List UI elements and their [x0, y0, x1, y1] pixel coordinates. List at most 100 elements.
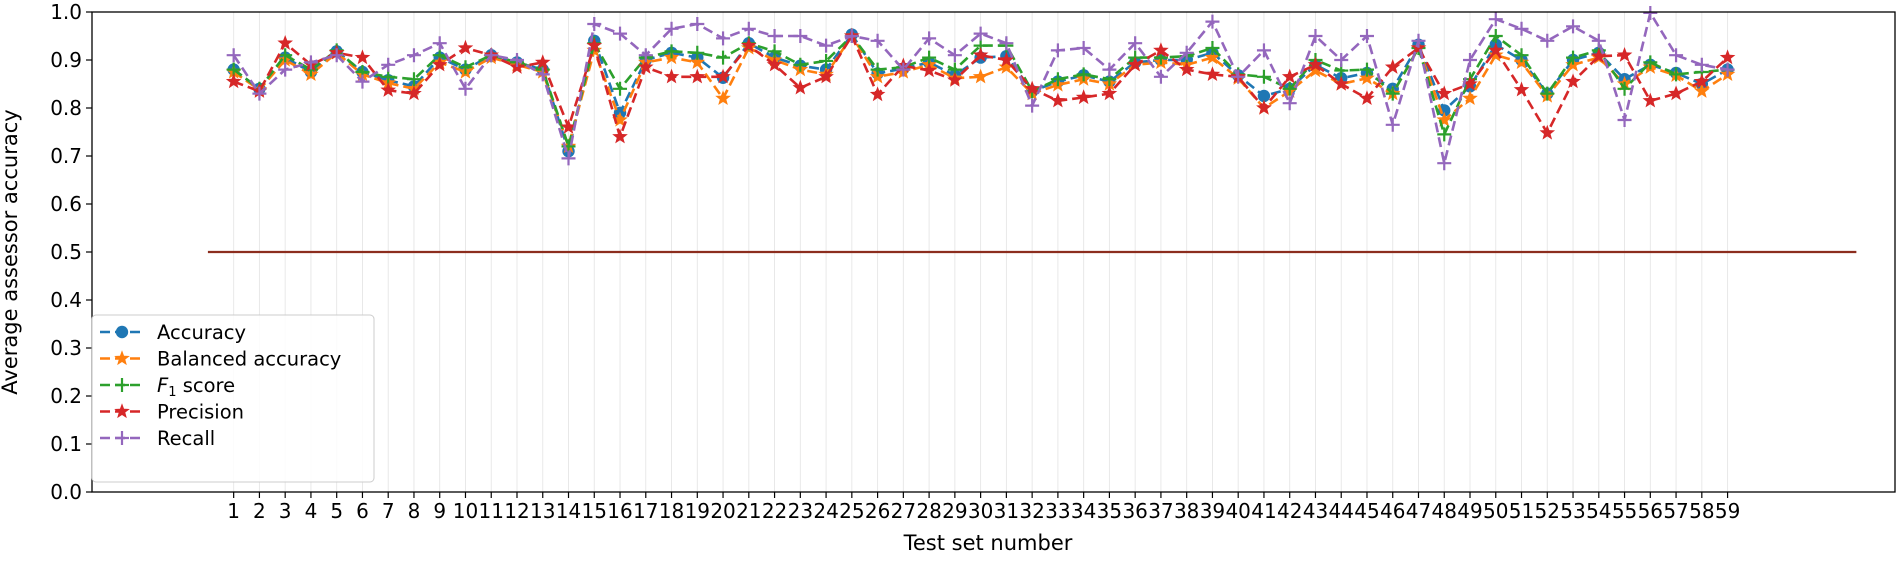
data-point	[716, 50, 731, 65]
data-point	[1514, 21, 1529, 36]
data-point	[1050, 72, 1065, 87]
data-point	[1204, 66, 1221, 82]
data-point	[689, 54, 706, 70]
legend-marker	[115, 325, 129, 339]
data-point	[1694, 73, 1710, 89]
x-tick-label: 31	[994, 499, 1019, 523]
data-point	[432, 36, 447, 51]
data-point	[1256, 99, 1272, 115]
data-point	[1643, 5, 1658, 20]
data-point	[947, 48, 962, 63]
y-tick-label: 0.8	[50, 96, 82, 120]
x-axis-label: Test set number	[903, 531, 1073, 555]
x-tick-label: 58	[1689, 499, 1714, 523]
x-tick-label: 25	[839, 499, 864, 523]
data-point	[431, 56, 448, 72]
x-tick-label: 56	[1638, 499, 1663, 523]
x-tick-label: 36	[1122, 499, 1147, 523]
x-tick-label: 10	[453, 499, 478, 523]
data-point	[1462, 90, 1478, 106]
data-point	[870, 33, 885, 48]
data-point	[1282, 96, 1297, 111]
data-point	[1384, 59, 1401, 74]
data-point	[484, 48, 499, 63]
data-point	[1076, 41, 1091, 55]
data-point	[767, 29, 782, 43]
data-point	[1308, 29, 1323, 43]
data-point	[406, 72, 421, 87]
data-point	[767, 44, 782, 59]
x-axis: 1 2 3 4 5 6 7 8 9 10 11 12 13 14 15 16 17 18 19 20 21 22 23 24 2…	[227, 492, 1740, 523]
data-point	[1102, 62, 1117, 77]
x-tick-label: 28	[916, 499, 941, 523]
legend-label: Accuracy	[157, 321, 246, 344]
y-tick-label: 0.6	[50, 192, 82, 216]
y-tick-label: 0.7	[50, 144, 82, 168]
data-point	[922, 31, 937, 46]
data-point	[689, 68, 706, 84]
legend-marker	[114, 350, 130, 366]
x-tick-label: 13	[530, 499, 555, 523]
data-point	[1024, 80, 1040, 96]
data-point	[1307, 56, 1324, 72]
data-point	[947, 71, 963, 87]
x-tick-label: 14	[556, 499, 581, 523]
data-point	[715, 68, 731, 84]
data-point	[1128, 36, 1143, 51]
data-point	[535, 67, 550, 82]
x-tick-label: 49	[1457, 499, 1482, 523]
data-point	[561, 151, 576, 166]
data-point	[1436, 111, 1453, 127]
legend-entry: Accuracy	[100, 321, 246, 344]
data-point	[792, 79, 809, 95]
x-tick-label: 40	[1225, 499, 1250, 523]
data-point	[1359, 70, 1375, 85]
x-tick-label: 39	[1200, 499, 1225, 523]
x-tick-label: 47	[1406, 499, 1431, 523]
x-tick-label: 53	[1560, 499, 1585, 523]
data-point	[1257, 89, 1271, 103]
data-point	[1075, 89, 1092, 105]
data-point	[1231, 69, 1246, 84]
data-point	[690, 17, 705, 31]
data-point	[534, 54, 551, 70]
data-point	[1153, 42, 1169, 58]
data-point	[1617, 113, 1632, 127]
data-point	[1385, 86, 1400, 101]
data-point	[458, 81, 473, 96]
data-point	[1359, 62, 1374, 77]
data-point	[1204, 49, 1221, 65]
x-tick-label: 33	[1045, 499, 1070, 523]
legend: Accuracy Balanced accuracy F1 scorePrecisi…	[91, 314, 375, 483]
x-tick-label: 59	[1715, 499, 1740, 523]
y-axis-label: Average assessor accuracy	[0, 109, 22, 394]
x-tick-label: 35	[1097, 499, 1122, 523]
data-point	[1514, 48, 1529, 63]
y-tick-label: 0.2	[50, 384, 82, 408]
data-point	[355, 74, 370, 89]
data-point	[1359, 90, 1375, 106]
data-point	[1487, 42, 1504, 58]
data-point	[793, 29, 808, 43]
series-line	[233, 34, 1729, 139]
data-point	[1205, 14, 1220, 29]
data-point	[922, 50, 937, 65]
data-point	[1463, 53, 1478, 67]
data-point	[252, 86, 267, 101]
legend-entry: Recall	[100, 427, 215, 450]
data-point	[1539, 124, 1556, 140]
data-point	[1153, 69, 1168, 84]
x-tick-label: 51	[1509, 499, 1534, 523]
data-point	[1566, 19, 1581, 34]
x-tick-label: 17	[633, 499, 658, 523]
x-tick-label: 43	[1303, 499, 1328, 523]
x-tick-label: 15	[582, 499, 607, 523]
data-point	[381, 57, 396, 72]
x-tick-label: 21	[736, 499, 761, 523]
x-tick-label: 19	[685, 499, 710, 523]
data-point	[1643, 55, 1658, 70]
data-point	[303, 55, 318, 70]
data-point	[1205, 41, 1220, 55]
legend-label: F1 score	[157, 374, 235, 400]
